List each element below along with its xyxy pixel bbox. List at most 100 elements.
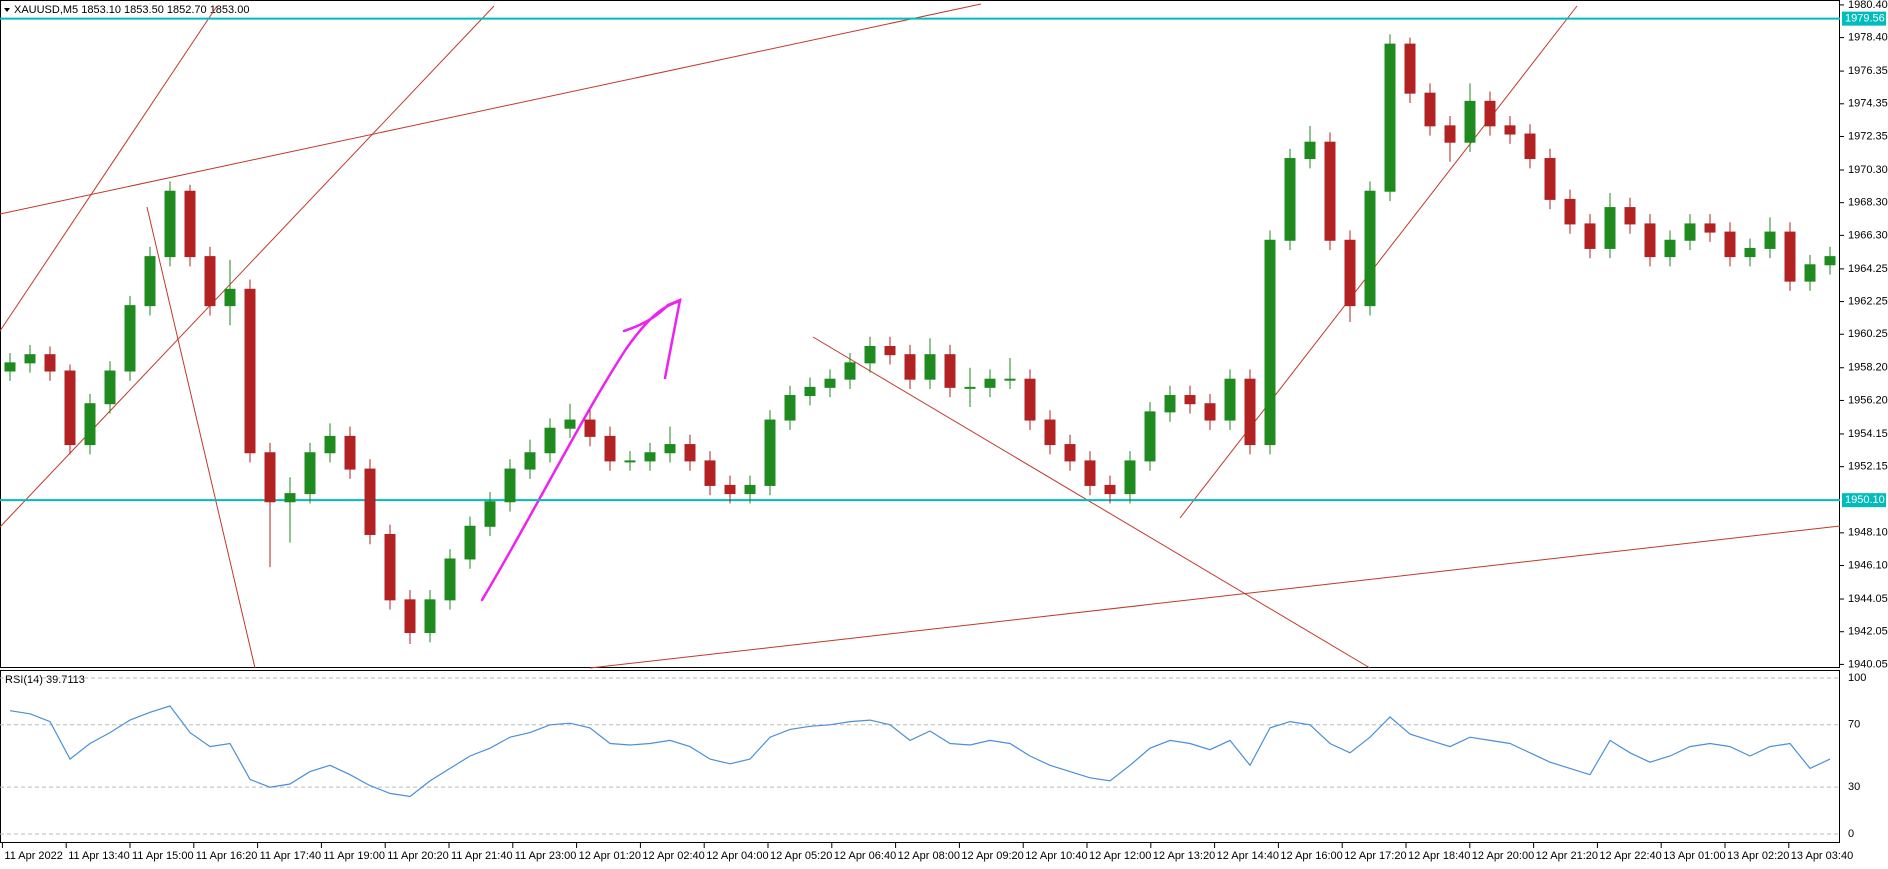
candle-body — [224, 288, 236, 307]
candle-body — [1724, 231, 1736, 258]
price-pane — [0, 0, 1840, 668]
candle-body — [1124, 460, 1136, 495]
candle-body — [864, 346, 876, 364]
x-tick-label: 12 Apr 05:20 — [770, 850, 832, 862]
x-tick-label: 11 Apr 19:00 — [323, 850, 385, 862]
x-tick-label: 11 Apr 23:00 — [515, 850, 577, 862]
candle-body — [1144, 411, 1156, 462]
candle-body — [184, 190, 196, 258]
x-tick-label: 11 Apr 15:00 — [132, 850, 194, 862]
y-tick-label: 1964.25 — [1848, 263, 1888, 275]
candle-body — [1364, 190, 1376, 307]
y-tick-label: 1970.30 — [1848, 164, 1888, 176]
candle-body — [804, 386, 816, 397]
y-tick-label: 1946.10 — [1848, 559, 1888, 571]
candle-body — [24, 354, 36, 364]
candle-body — [1104, 484, 1116, 495]
trend-line — [589, 525, 1841, 669]
candle-body — [1444, 125, 1456, 143]
y-tick-label: 1942.05 — [1848, 626, 1888, 638]
level-label: 1950.10 — [1845, 494, 1885, 506]
candle-body — [1304, 141, 1316, 160]
candle-body — [1024, 378, 1036, 421]
rsi-title: RSI(14) 39.7113 — [5, 674, 85, 686]
candle-body — [364, 468, 376, 535]
candle-body — [1584, 223, 1596, 249]
y-tick-label: 1952.15 — [1848, 461, 1888, 473]
candle-body — [1764, 231, 1776, 249]
x-tick-label: 11 Apr 13:40 — [68, 850, 130, 862]
candle-body — [764, 419, 776, 486]
candle-body — [424, 599, 436, 634]
x-tick-label: 12 Apr 02:40 — [642, 850, 704, 862]
candle-body — [1544, 158, 1556, 200]
y-tick-label: 1948.10 — [1848, 527, 1888, 539]
trend-line — [0, 5, 495, 528]
y-tick-label: 1976.35 — [1848, 65, 1888, 77]
y-tick-label: 30 — [1848, 781, 1860, 793]
candle-body — [644, 452, 656, 462]
candle-body — [1244, 378, 1256, 446]
candle-body — [84, 403, 96, 446]
candle-body — [1664, 239, 1676, 258]
x-tick-label: 12 Apr 09:20 — [961, 850, 1023, 862]
candle-body — [1164, 395, 1176, 413]
candle-body — [1804, 264, 1816, 282]
candle-body — [1224, 378, 1236, 421]
x-tick-label: 12 Apr 08:00 — [898, 850, 960, 862]
candle-body — [824, 378, 836, 388]
candle-body — [324, 435, 336, 454]
x-tick-label: 13 Apr 02:20 — [1727, 850, 1789, 862]
candle-body — [1064, 444, 1076, 462]
candle-body — [164, 190, 176, 258]
candle-body — [784, 395, 796, 421]
candle-body — [704, 460, 716, 486]
candle-body — [604, 435, 616, 462]
candle-body — [1284, 158, 1296, 241]
x-tick-label: 12 Apr 22:40 — [1599, 850, 1661, 862]
candle-body — [744, 484, 756, 495]
trend-line — [0, 3, 982, 215]
x-tick-label: 11 Apr 17:40 — [260, 850, 322, 862]
x-tick-label: 12 Apr 01:20 — [579, 850, 641, 862]
candle-body — [844, 362, 856, 380]
candle-body — [1204, 403, 1216, 421]
candle-body — [44, 354, 56, 372]
candle-body — [1344, 239, 1356, 307]
y-tick-label: 1962.25 — [1848, 295, 1888, 307]
y-tick-label: 1972.35 — [1848, 130, 1888, 142]
candle-body — [1824, 256, 1836, 266]
candle-body — [1524, 133, 1536, 160]
candle-body — [4, 362, 16, 372]
candle-body — [1744, 247, 1756, 258]
x-tick-label: 11 Apr 21:40 — [451, 850, 513, 862]
level-label-box — [1842, 493, 1886, 508]
candle-body — [944, 354, 956, 388]
trend-line — [146, 206, 256, 669]
rsi-line — [9, 705, 1831, 798]
candle-body — [264, 452, 276, 503]
candle-body — [924, 354, 936, 380]
candle-body — [124, 305, 136, 372]
candle-body — [624, 460, 636, 463]
candle-body — [464, 525, 476, 560]
candle-body — [1704, 223, 1716, 233]
candle-body — [444, 558, 456, 601]
y-tick-label: 1966.30 — [1848, 229, 1888, 241]
candle-body — [1504, 125, 1516, 135]
y-tick-label: 1944.05 — [1848, 593, 1888, 605]
x-tick-label: 12 Apr 13:20 — [1153, 850, 1215, 862]
x-tick-label: 12 Apr 04:00 — [706, 850, 768, 862]
y-tick-label: 1968.30 — [1848, 197, 1888, 209]
candle-body — [1604, 207, 1616, 249]
candle-body — [304, 452, 316, 495]
candle-body — [344, 435, 356, 470]
x-tick-label: 13 Apr 01:00 — [1663, 850, 1725, 862]
candle-body — [664, 444, 676, 454]
candle-body — [244, 288, 256, 454]
candle-body — [284, 493, 296, 503]
y-tick-label: 1980.40 — [1848, 0, 1888, 11]
y-tick-label: 1954.15 — [1848, 428, 1888, 440]
candle-body — [984, 378, 996, 388]
